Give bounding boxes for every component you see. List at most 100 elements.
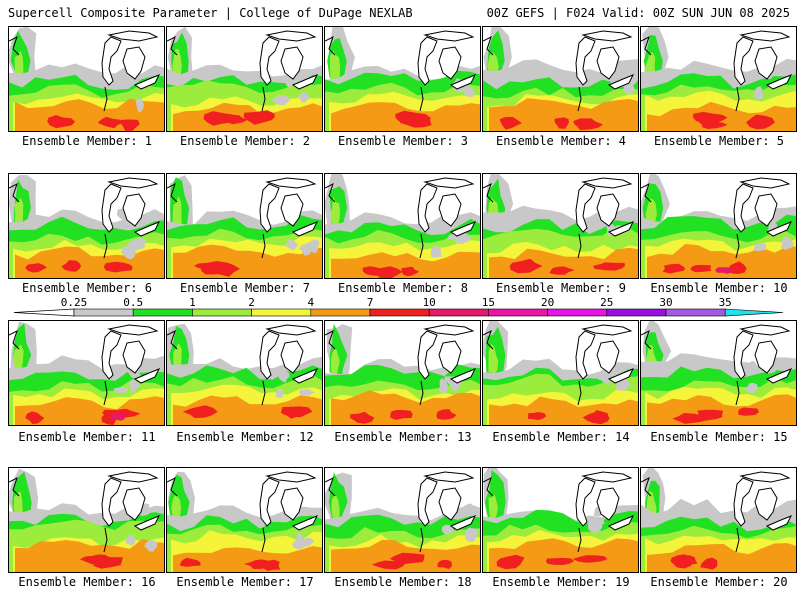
river-outline — [419, 380, 424, 406]
field-contour — [47, 115, 76, 129]
coastline — [9, 183, 20, 203]
legend-swatch — [428, 308, 489, 317]
coastline — [325, 477, 336, 497]
lake-outline — [122, 46, 146, 80]
field-contour — [509, 258, 543, 274]
scp-map — [483, 468, 638, 572]
ensemble-member-label: Ensemble Member: 18 — [334, 575, 472, 589]
river-outline — [103, 380, 108, 406]
ensemble-member-panel — [166, 320, 323, 426]
lake-outline — [417, 477, 438, 527]
river-outline — [577, 86, 582, 112]
coastline — [167, 330, 178, 350]
lake-outline — [575, 183, 596, 233]
lake-outline — [596, 193, 620, 227]
scp-map — [9, 468, 164, 572]
river-outline — [103, 233, 108, 259]
ensemble-member-panel — [8, 26, 165, 132]
field-contour — [496, 554, 525, 570]
legend-right-arrow — [724, 308, 784, 317]
field-contour — [690, 264, 712, 273]
lake-outline — [449, 221, 477, 237]
field-contour — [488, 494, 498, 525]
river-outline — [735, 527, 740, 553]
lake-outline — [596, 340, 620, 374]
field-contour — [439, 377, 448, 394]
lake-outline — [101, 477, 122, 527]
field-contour — [430, 245, 442, 258]
lake-outline — [107, 177, 159, 189]
ensemble-member-label: Ensemble Member: 20 — [650, 575, 788, 589]
lake-outline — [423, 30, 475, 42]
coastline — [483, 477, 494, 497]
field-contour — [349, 411, 375, 424]
field-contour — [101, 411, 118, 425]
coastline — [641, 330, 652, 350]
field-contour — [15, 396, 164, 425]
lake-outline — [607, 74, 635, 90]
river-outline — [419, 233, 424, 259]
field-contour — [173, 546, 322, 572]
river-outline — [419, 527, 424, 553]
ensemble-member-panel — [166, 467, 323, 573]
ensemble-member-label: Ensemble Member: 15 — [650, 430, 788, 444]
ensemble-member-label: Ensemble Member: 7 — [179, 281, 311, 295]
field-contour — [593, 262, 626, 271]
field-contour — [390, 410, 413, 420]
ensemble-member-label: Ensemble Member: 11 — [18, 430, 156, 444]
coastline — [167, 36, 178, 56]
field-contour — [103, 261, 133, 273]
field-contour — [297, 91, 310, 103]
lake-outline — [122, 487, 146, 521]
legend-tick-label: 30 — [659, 296, 672, 309]
field-contour — [309, 239, 320, 254]
lake-outline — [423, 177, 475, 189]
scp-map — [167, 175, 322, 278]
field-contour — [329, 50, 341, 84]
lake-outline — [280, 193, 304, 227]
field-contour — [275, 388, 284, 399]
river-outline — [261, 86, 266, 112]
field-contour — [572, 555, 608, 563]
scp-map — [641, 27, 796, 131]
lake-outline — [259, 36, 280, 86]
river-outline — [103, 527, 108, 553]
field-contour — [747, 68, 761, 77]
coastline — [641, 183, 652, 203]
scp-map — [641, 468, 796, 572]
river-outline — [419, 86, 424, 112]
scp-map — [483, 321, 638, 425]
lake-outline — [417, 330, 438, 380]
field-contour — [128, 379, 140, 394]
field-contour — [171, 494, 182, 520]
lake-outline — [438, 193, 462, 227]
ensemble-member-label: Ensemble Member: 13 — [334, 430, 472, 444]
river-outline — [261, 233, 266, 259]
lake-outline — [122, 340, 146, 374]
coastline — [167, 477, 178, 497]
scp-map — [167, 471, 322, 572]
legend-swatch — [488, 308, 548, 317]
field-contour — [330, 196, 340, 231]
lake-outline — [596, 487, 620, 521]
legend-swatch — [192, 308, 252, 317]
field-contour — [15, 538, 164, 572]
lake-outline — [733, 36, 754, 86]
lake-outline — [581, 324, 633, 336]
scp-map — [9, 175, 164, 278]
river-outline — [735, 380, 740, 406]
lake-outline — [101, 183, 122, 233]
lake-outline — [280, 46, 304, 80]
lake-outline — [765, 221, 793, 237]
field-contour — [135, 96, 144, 113]
scp-map — [641, 321, 796, 425]
legend-tick-label: 2 — [248, 296, 255, 309]
field-contour — [582, 411, 610, 425]
river-outline — [103, 86, 108, 112]
field-contour — [781, 236, 794, 250]
field-contour — [362, 266, 384, 276]
field-contour — [278, 371, 290, 383]
field-contour — [173, 395, 322, 425]
field-contour — [295, 532, 304, 544]
field-contour — [389, 552, 425, 565]
